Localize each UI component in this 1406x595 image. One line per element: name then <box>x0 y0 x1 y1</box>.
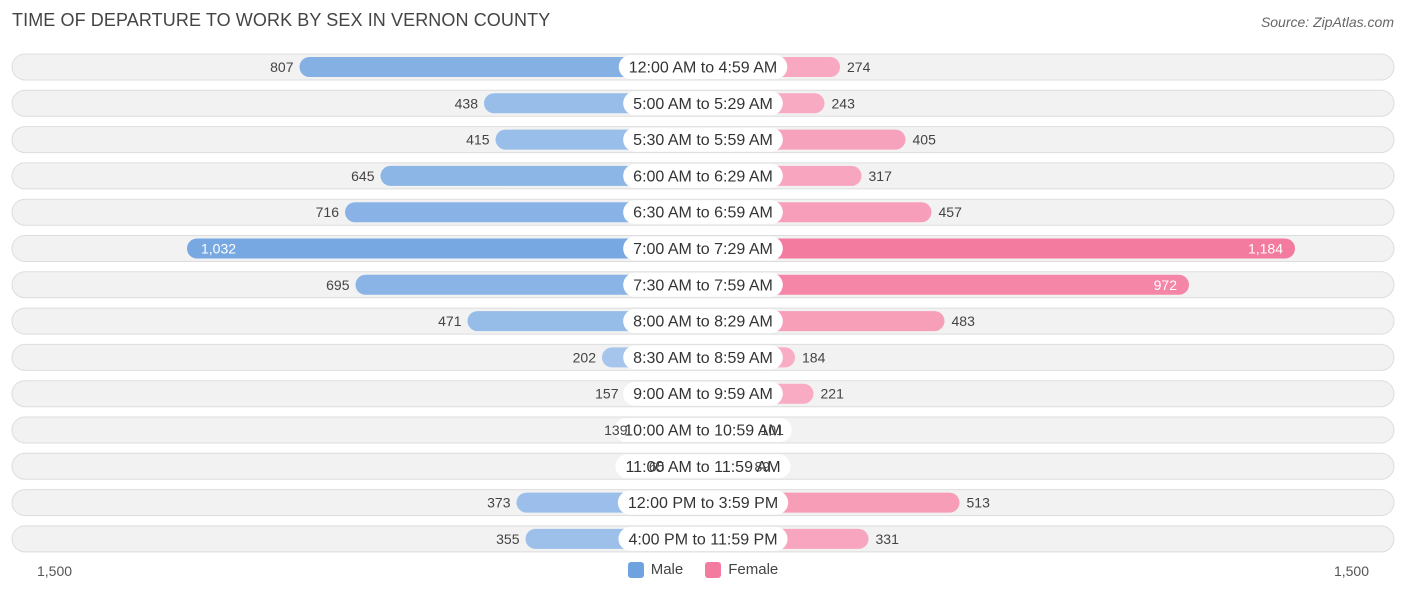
female-bar <box>703 274 1189 295</box>
category-label: 5:00 AM to 5:29 AM <box>633 96 773 113</box>
category-label: 7:30 AM to 7:59 AM <box>633 277 773 294</box>
male-value-label: 695 <box>326 277 350 293</box>
category-label: 11:00 AM to 11:59 AM <box>625 459 780 476</box>
male-value-label: 716 <box>316 204 340 220</box>
category-pill <box>623 91 783 116</box>
male-value-label: 807 <box>270 59 294 75</box>
female-value-label: 972 <box>1154 277 1178 293</box>
female-bar <box>703 238 1295 259</box>
category-label: 7:00 AM to 7:29 AM <box>633 241 773 258</box>
male-bar <box>187 238 703 259</box>
legend: Male Female <box>0 561 1406 578</box>
category-label: 5:30 AM to 5:59 AM <box>633 132 773 149</box>
category-pill <box>623 200 783 225</box>
female-value-label: 101 <box>761 422 785 438</box>
male-value-label: 65 <box>649 458 665 474</box>
male-value-label: 202 <box>573 349 597 365</box>
female-value-label: 184 <box>802 349 826 365</box>
male-bar <box>299 57 703 77</box>
legend-label-male: Male <box>650 561 684 578</box>
legend-swatch-male <box>627 561 644 578</box>
female-value-label: 89 <box>755 458 771 474</box>
female-value-label: 243 <box>832 95 856 111</box>
legend-label-female: Female <box>728 561 779 578</box>
category-label: 8:00 AM to 8:29 AM <box>633 314 773 331</box>
male-bar <box>345 202 703 223</box>
category-pill <box>618 55 788 79</box>
category-label: 6:00 AM to 6:29 AM <box>633 168 773 185</box>
female-value-label: 221 <box>821 386 845 402</box>
female-value-label: 317 <box>869 168 893 184</box>
category-label: 12:00 PM to 3:59 PM <box>628 495 778 512</box>
category-pill <box>623 163 783 188</box>
female-value-label: 1,184 <box>1248 241 1283 257</box>
category-label: 10:00 AM to 10:59 AM <box>624 423 781 440</box>
male-bar <box>380 165 703 186</box>
category-pill <box>617 490 789 515</box>
legend-item-male: Male <box>627 561 684 578</box>
female-value-label: 513 <box>967 495 991 511</box>
category-pill <box>614 418 792 442</box>
male-value-label: 1,032 <box>201 241 236 257</box>
category-pill <box>623 345 783 370</box>
category-pill <box>623 272 783 297</box>
axis-left-label: 1,500 <box>37 563 73 579</box>
axis-right-label: 1,500 <box>1333 563 1369 579</box>
female-value-label: 405 <box>913 132 937 148</box>
category-label: 9:00 AM to 9:59 AM <box>633 386 773 403</box>
category-label: 8:30 AM to 8:59 AM <box>633 350 773 367</box>
male-value-label: 645 <box>351 168 375 184</box>
male-value-label: 373 <box>487 495 511 511</box>
male-value-label: 471 <box>438 313 462 329</box>
category-pill <box>623 127 783 152</box>
female-value-label: 274 <box>847 59 871 75</box>
female-value-label: 483 <box>952 313 976 329</box>
male-value-label: 355 <box>496 531 520 547</box>
category-pill <box>623 381 783 406</box>
female-value-label: 331 <box>876 531 900 547</box>
category-pill <box>623 309 783 334</box>
chart-source: Source: ZipAtlas.com <box>1260 14 1394 30</box>
male-value-label: 438 <box>455 95 479 111</box>
male-value-label: 415 <box>466 132 490 148</box>
chart-title: TIME OF DEPARTURE TO WORK BY SEX IN VERN… <box>12 10 551 30</box>
male-value-label: 139 <box>604 422 628 438</box>
legend-item-female: Female <box>705 561 778 578</box>
category-pill <box>623 236 783 261</box>
female-value-label: 457 <box>939 204 963 220</box>
male-bar <box>355 274 703 295</box>
category-pill <box>618 526 788 551</box>
category-pill <box>615 454 791 479</box>
category-label: 6:30 AM to 6:59 AM <box>633 205 773 222</box>
legend-swatch-female <box>705 561 722 578</box>
category-label: 12:00 AM to 4:59 AM <box>629 60 778 77</box>
category-label: 4:00 PM to 11:59 PM <box>628 531 777 548</box>
male-value-label: 157 <box>595 386 619 402</box>
